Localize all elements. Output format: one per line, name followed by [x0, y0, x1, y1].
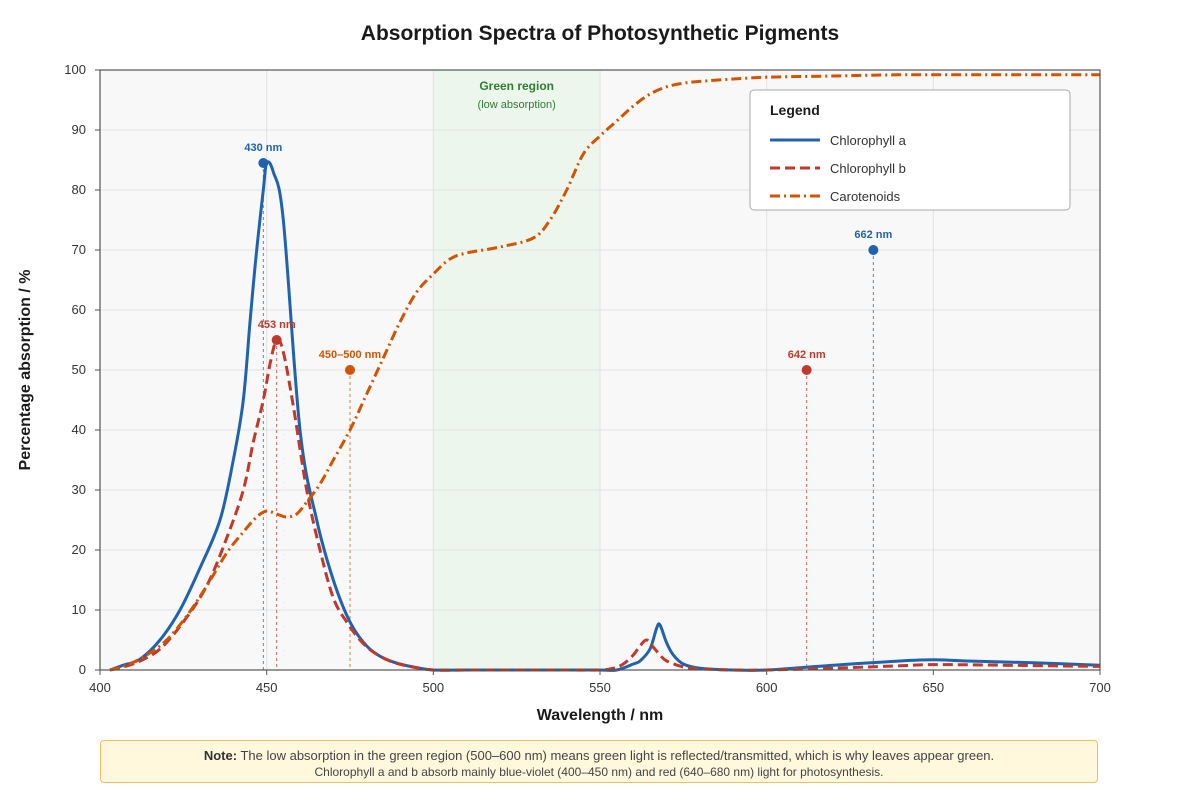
x-tick-label-5: 650	[922, 680, 944, 695]
y-tick-label-6: 60	[72, 302, 86, 317]
y-tick-label-3: 30	[72, 482, 86, 497]
peak-label-0: 430 nm	[244, 142, 282, 154]
chart-title: Absorption Spectra of Photosynthetic Pig…	[361, 22, 839, 45]
legend-label-0: Chlorophyll a	[830, 133, 907, 148]
x-tick-label-4: 600	[756, 680, 778, 695]
note-text-1: The low absorption in the green region (…	[240, 748, 995, 763]
note-line-1: Note: The low absorption in the green re…	[101, 747, 1097, 764]
legend-title: Legend	[770, 102, 820, 118]
peak-label-2: 450–500 nm	[319, 349, 382, 361]
peak-drop-lines	[262, 163, 874, 670]
x-axis-title: Wavelength / nm	[537, 707, 664, 724]
y-tick-label-8: 80	[72, 182, 86, 197]
legend-label-2: Carotenoids	[830, 189, 901, 204]
x-tick-label-3: 550	[589, 680, 611, 695]
y-tick-label-5: 50	[72, 362, 86, 377]
y-tick-label-0: 0	[79, 662, 86, 677]
peak-marker-4	[868, 245, 879, 255]
y-axis-title: Percentage absorption / %	[17, 270, 34, 471]
legend: Legend Chlorophyll a Chlorophyll b Caroten…	[749, 89, 1071, 211]
series-line-carotenoids	[109, 73, 1100, 672]
peak-marker-0	[258, 158, 269, 168]
peak-label-3: 642 nm	[788, 349, 826, 361]
green-region-title: Green region	[479, 79, 554, 93]
y-tick-label-9: 90	[72, 122, 86, 137]
green-region-subtitle: (low absorption)	[478, 99, 556, 111]
note-box: Note: The low absorption in the green re…	[100, 740, 1098, 783]
peak-marker-3	[801, 365, 812, 375]
x-tick-label-0: 400	[89, 680, 111, 695]
note-label: Note:	[203, 748, 238, 763]
peak-markers: 430 nm 453 nm 450–500 nm 642 nm 662 nm	[244, 142, 893, 375]
peak-marker-2	[345, 365, 355, 375]
legend-label-1: Chlorophyll b	[830, 161, 906, 176]
y-tick-label-2: 20	[72, 542, 86, 557]
x-tick-label-1: 450	[256, 680, 278, 695]
y-tick-label-7: 70	[72, 242, 86, 257]
x-tick-label-2: 500	[422, 680, 444, 695]
peak-label-4: 662 nm	[854, 229, 892, 241]
y-tick-label-10: 100	[64, 62, 86, 77]
peak-marker-1	[271, 335, 282, 345]
y-axis-ticks: 0 10 20 30 40 50 60 70 80 90 100	[64, 62, 100, 677]
absorption-chart: Absorption Spectra of Photosynthetic Pig…	[17, 22, 1111, 724]
y-tick-label-4: 40	[72, 422, 86, 437]
peak-label-1: 453 nm	[258, 319, 296, 331]
legend-items: Chlorophyll a Chlorophyll b Carotenoids	[770, 133, 907, 204]
y-tick-label-1: 10	[72, 602, 86, 617]
x-axis-ticks: 400 450 500 550 600 650 700	[89, 670, 1111, 695]
legend-box	[749, 89, 1071, 211]
x-tick-label-6: 700	[1089, 680, 1111, 695]
series-line-chlorophyll-b	[109, 337, 1101, 672]
note-line-2: Chlorophyll a and b absorb mainly blue-v…	[314, 765, 884, 779]
